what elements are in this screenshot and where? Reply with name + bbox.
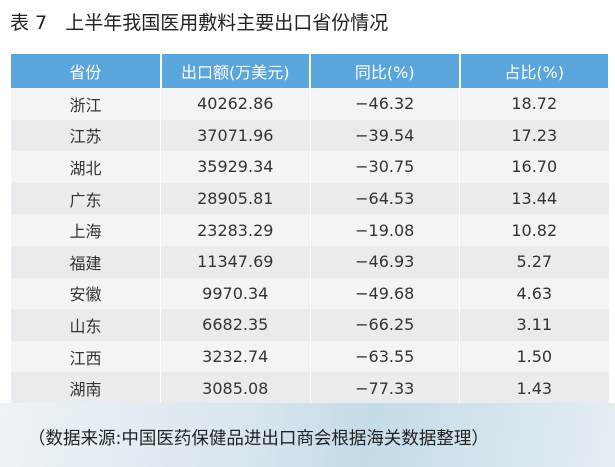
header-share: 占比(%) <box>459 54 610 88</box>
cell-export-value: 11347.69 <box>160 245 311 278</box>
cell-share: 17.23 <box>459 119 610 152</box>
table-title: 表 7 上半年我国医用敷料主要出口省份情况 <box>10 12 389 34</box>
table-row: 江西 3232.74 −63.55 1.50 <box>11 340 610 373</box>
cell-province: 江苏 <box>11 119 161 152</box>
cell-export-value: 35929.34 <box>160 151 311 183</box>
background-image <box>0 403 615 467</box>
cell-province: 湖南 <box>11 372 161 404</box>
header-province: 省份 <box>11 54 162 88</box>
cell-province: 安徽 <box>11 277 161 310</box>
cell-share: 1.50 <box>459 340 610 373</box>
cell-yoy: −30.75 <box>310 151 460 183</box>
cell-yoy: −64.53 <box>310 182 460 215</box>
header-export-value: 出口额(万美元) <box>160 54 311 88</box>
cell-export-value: 3085.08 <box>160 372 311 404</box>
cell-province: 上海 <box>11 214 161 246</box>
header-yoy: 同比(%) <box>310 54 461 88</box>
cell-share: 4.63 <box>459 277 610 310</box>
cell-province: 湖北 <box>11 151 161 183</box>
table-row: 广东 28905.81 −64.53 13.44 <box>11 182 610 215</box>
cell-export-value: 3232.74 <box>160 340 311 373</box>
cell-share: 5.27 <box>459 245 610 278</box>
cell-yoy: −49.68 <box>310 277 460 310</box>
table-header-row: 省份 出口额(万美元) 同比(%) 占比(%) <box>11 54 610 88</box>
cell-export-value: 37071.96 <box>160 119 311 152</box>
cell-share: 18.72 <box>459 88 610 120</box>
table-row: 浙江 40262.86 −46.32 18.72 <box>11 88 610 120</box>
source-note: （数据来源:中国医药保健品进出口商会根据海关数据整理） <box>28 429 489 449</box>
cell-yoy: −39.54 <box>310 119 460 152</box>
cell-share: 3.11 <box>459 309 610 341</box>
cell-share: 16.70 <box>459 151 610 183</box>
cell-province: 山东 <box>11 309 161 341</box>
cell-yoy: −19.08 <box>310 214 460 246</box>
cell-yoy: −46.32 <box>310 88 460 120</box>
cell-province: 江西 <box>11 340 161 373</box>
table-row: 山东 6682.35 −66.25 3.11 <box>11 309 610 341</box>
cell-share: 13.44 <box>459 182 610 215</box>
cell-export-value: 28905.81 <box>160 182 311 215</box>
cell-yoy: −46.93 <box>310 245 460 278</box>
export-table: 省份 出口额(万美元) 同比(%) 占比(%) 浙江 40262.86 −46.32… <box>11 54 610 404</box>
table-row: 湖北 35929.34 −30.75 16.70 <box>11 151 610 183</box>
cell-export-value: 9970.34 <box>160 277 311 310</box>
cell-yoy: −77.33 <box>310 372 460 404</box>
table-row: 福建 11347.69 −46.93 5.27 <box>11 245 610 278</box>
table-row: 湖南 3085.08 −77.33 1.43 <box>11 372 610 404</box>
cell-yoy: −63.55 <box>310 340 460 373</box>
cell-yoy: −66.25 <box>310 309 460 341</box>
cell-export-value: 23283.29 <box>160 214 311 246</box>
table-row: 江苏 37071.96 −39.54 17.23 <box>11 119 610 152</box>
cell-province: 浙江 <box>11 88 161 120</box>
cell-export-value: 40262.86 <box>160 88 311 120</box>
cell-province: 广东 <box>11 182 161 215</box>
table-row: 安徽 9970.34 −49.68 4.63 <box>11 277 610 310</box>
cell-export-value: 6682.35 <box>160 309 311 341</box>
cell-province: 福建 <box>11 245 161 278</box>
cell-share: 1.43 <box>459 372 610 404</box>
cell-share: 10.82 <box>459 214 610 246</box>
table-row: 上海 23283.29 −19.08 10.82 <box>11 214 610 246</box>
